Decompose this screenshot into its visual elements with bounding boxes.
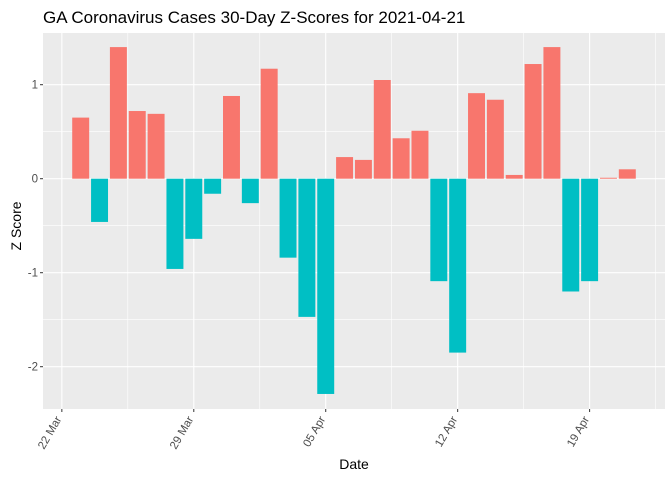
bar-2021-04-09 [392,138,410,179]
x-tick-label: 05 Apr [301,414,328,449]
bar-2021-04-14 [486,99,504,179]
bar-2021-03-24 [91,178,109,222]
bar-2021-04-11 [430,178,448,282]
bar-2021-04-07 [354,159,372,179]
bar-2021-04-16 [524,64,542,179]
bar-2021-03-31 [223,95,240,179]
minor-gridlines [43,33,665,409]
y-tick-label: 1 [32,80,38,92]
bar-2021-04-21 [618,169,636,179]
x-tick-label: 19 Apr [565,414,592,449]
bar-2021-04-08 [373,80,391,179]
x-tick-label: 12 Apr [433,414,460,449]
y-axis: -2 -1 0 1 [28,80,43,374]
x-tick-label: 22 Mar [36,414,64,451]
bar-2021-04-10 [411,130,429,179]
y-axis-title: Z Score [8,201,24,250]
y-tick-label: -2 [28,362,38,374]
bar-2021-03-30 [204,178,222,194]
bar-2021-04-06 [336,157,354,179]
bar-2021-04-02 [260,68,278,179]
bar-2021-04-12 [449,178,467,353]
plot-panel [43,33,665,409]
bar-2021-03-23 [72,117,90,179]
bar-2021-04-01 [241,178,259,204]
bar-2021-03-29 [185,178,203,239]
bars [72,47,636,394]
bar-2021-04-18 [562,178,580,292]
y-tick-label: -1 [28,268,38,280]
bar-2021-03-25 [109,47,127,179]
x-axis-title: Date [339,456,369,472]
bar-2021-03-27 [147,113,165,179]
bar-2021-04-04 [298,178,316,317]
chart-title: GA Coronavirus Cases 30-Day Z-Scores for… [43,8,465,27]
y-tick-label: 0 [32,174,38,186]
bar-2021-04-17 [543,47,561,179]
bar-2021-03-26 [128,111,146,179]
x-axis: 22 Mar 29 Mar 05 Apr 12 Apr 19 Apr [36,409,592,452]
x-tick-label: 29 Mar [168,414,196,451]
bar-2021-04-15 [505,174,523,179]
bar-2021-03-28 [166,178,184,269]
bar-2021-04-20 [599,177,617,179]
bar-2021-04-03 [279,178,297,258]
bar-2021-04-19 [581,178,599,282]
bar-2021-04-05 [317,178,335,394]
bar-2021-04-13 [468,93,485,179]
